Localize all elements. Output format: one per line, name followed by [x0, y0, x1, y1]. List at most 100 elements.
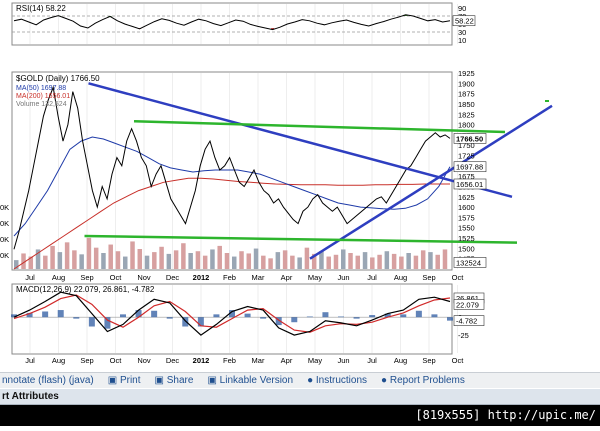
- linkable-label: Linkable Version: [219, 375, 294, 386]
- print-link[interactable]: ▣ Print: [107, 375, 141, 386]
- report-label: Report Problems: [389, 375, 465, 386]
- trendline-resistance-blue: [88, 82, 513, 198]
- volume-bar: [348, 253, 353, 269]
- price-x-tick: Apr: [281, 273, 293, 282]
- macd-label: -4.782: [456, 317, 477, 326]
- report-link[interactable]: ● Report Problems: [381, 375, 465, 386]
- price-legend-ma50: MA(50) 1697.88: [16, 85, 66, 92]
- volume-bar: [333, 254, 339, 269]
- price-line: [13, 85, 451, 250]
- volume-bar: [159, 246, 164, 269]
- volume-bar: [239, 251, 244, 269]
- ma200-line: [13, 177, 450, 270]
- linkable-link[interactable]: ▣ Linkable Version: [207, 375, 294, 386]
- price-x-tick: Sep: [80, 273, 93, 282]
- volume-bar: [101, 253, 106, 269]
- volume-bar: [232, 256, 237, 269]
- volume-bar: [341, 249, 346, 269]
- volume-bar: [43, 255, 48, 269]
- volume-bar: [210, 249, 215, 269]
- instructions-link[interactable]: ● Instructions: [307, 375, 368, 386]
- annotate-link[interactable]: nnotate (flash) (java): [2, 375, 94, 386]
- volume-bar: [442, 249, 448, 269]
- image-footer: [819x555] http://upic.me/: [0, 405, 600, 426]
- chart-attributes-header[interactable]: rt Attributes: [0, 389, 600, 405]
- macd-histogram-bar: [182, 317, 189, 327]
- macd-histogram-bar: [415, 310, 422, 318]
- macd-histogram-bar: [120, 314, 126, 318]
- volume-bar: [406, 253, 411, 269]
- volume-bar: [326, 256, 331, 269]
- macd-label: 26.861: [456, 294, 479, 303]
- price-axis-tick: 1525: [458, 234, 475, 243]
- volume-bar: [217, 245, 222, 269]
- volume-bar: [428, 252, 433, 269]
- macd-axis-tick: -25: [458, 331, 469, 340]
- volume-bar: [420, 250, 426, 269]
- macd-x-tick: Jul: [367, 356, 377, 365]
- price-axis-tick: 1625: [458, 193, 475, 202]
- price-label-box: [453, 161, 487, 173]
- price-label-box: [453, 257, 487, 268]
- macd-x-tick: 2012: [193, 356, 210, 365]
- price-axis-tick: 1925: [458, 69, 475, 78]
- volume-bar: [195, 251, 201, 269]
- volume-bar: [246, 253, 252, 269]
- macd-histogram-bar: [447, 317, 453, 321]
- volume-bar: [123, 256, 128, 269]
- macd-histogram-bar: [57, 310, 64, 318]
- volume-bar: [282, 250, 288, 269]
- volume-bar: [290, 255, 295, 269]
- macd-x-tick: Dec: [166, 356, 180, 365]
- macd-x-tick: Mar: [252, 356, 265, 365]
- macd-x-tick: Oct: [110, 356, 123, 365]
- price-x-tick: Sep: [422, 273, 435, 282]
- macd-x-tick: Oct: [452, 356, 465, 365]
- macd-x-tick: May: [308, 356, 322, 365]
- trendline-resistance-green: [133, 120, 506, 134]
- volume-bar: [79, 254, 84, 269]
- dimension-label: [819x555] http://upic.me/: [415, 408, 596, 422]
- trendline-support-green: [84, 234, 518, 244]
- price-legend-ma200: MA(200) 1656.01: [16, 93, 70, 100]
- volume-bar: [72, 250, 77, 269]
- volume-bar: [319, 251, 324, 269]
- price-label-box: [453, 178, 487, 190]
- volume-axis-tick: 0K: [0, 251, 9, 260]
- macd-histogram-bar: [135, 310, 142, 318]
- instructions-label: Instructions: [315, 375, 368, 386]
- price-x-tick: Aug: [52, 273, 65, 282]
- price-x-tick: Aug: [394, 273, 407, 282]
- macd-x-tick: Sep: [80, 356, 93, 365]
- volume-bar: [130, 241, 135, 269]
- macd-histogram-bar: [42, 311, 49, 318]
- macd-title: MACD(12,26,9) 22.079, 26.861, -4.782: [16, 285, 155, 294]
- macd-signal-line: [13, 294, 451, 333]
- volume-bar: [202, 255, 208, 269]
- price-x-tick: Jul: [25, 273, 35, 282]
- volume-bar: [35, 249, 41, 269]
- volume-axis-tick: 0K: [0, 235, 9, 244]
- volume-bar: [377, 254, 382, 269]
- rsi-axis-tick: 90: [458, 4, 466, 13]
- macd-line: [13, 291, 451, 336]
- rsi-axis-tick: 10: [458, 36, 466, 45]
- green-marker: [545, 100, 549, 102]
- volume-bar: [188, 253, 193, 269]
- price-axis-tick: 1800: [458, 121, 475, 130]
- volume-bar: [268, 258, 273, 269]
- volume-bar: [435, 254, 440, 269]
- price-label-box: [453, 133, 487, 144]
- price-axis-tick: 1900: [458, 79, 475, 88]
- rsi-axis-tick: 30: [458, 28, 466, 37]
- macd-x-tick: Jul: [25, 356, 35, 365]
- volume-bar: [166, 253, 172, 269]
- macd-histogram-bar: [104, 317, 111, 329]
- share-link[interactable]: ▣ Share: [154, 375, 194, 386]
- macd-histogram-bar: [88, 317, 95, 327]
- volume-axis-tick: 0K: [0, 219, 9, 228]
- volume-bar: [413, 255, 419, 269]
- macd-histogram-bar: [213, 314, 220, 318]
- volume-bar: [181, 243, 186, 269]
